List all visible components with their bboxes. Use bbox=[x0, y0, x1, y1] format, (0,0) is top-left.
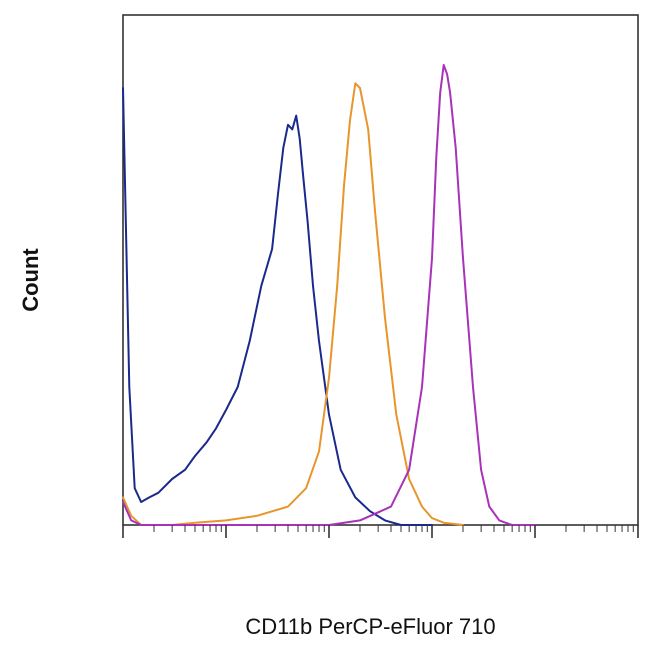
histogram-series-3 bbox=[122, 64, 536, 526]
y-axis-label: Count bbox=[18, 248, 43, 312]
x-axis-label: CD11b PerCP-eFluor 710 bbox=[245, 614, 495, 639]
plot-area bbox=[122, 14, 639, 538]
histogram-series-1 bbox=[122, 87, 433, 526]
